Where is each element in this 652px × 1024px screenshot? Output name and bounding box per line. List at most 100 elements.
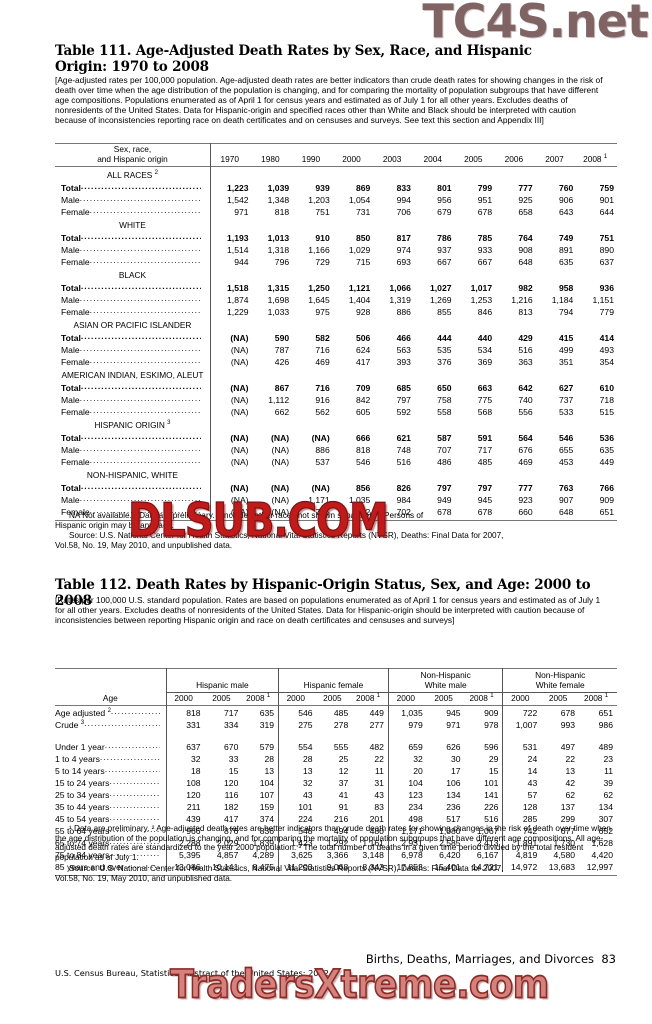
table-112-cell: 555 bbox=[333, 742, 349, 753]
table-112-col-header-2008: 2008 1 bbox=[469, 693, 494, 704]
table-112-cell: 285 bbox=[502, 812, 542, 825]
table-111-cell: 916 bbox=[315, 395, 330, 405]
table-111-group-spacer bbox=[209, 267, 252, 281]
table-112-cell: 531 bbox=[502, 740, 542, 753]
spacer bbox=[387, 730, 427, 741]
table-111-cell: 499 bbox=[558, 345, 574, 355]
table-111-cell: 1,514 bbox=[209, 243, 252, 255]
table-111-cell: 648 bbox=[518, 257, 533, 267]
table-111-footnotes: NA Not available. ¹ Data are preliminary… bbox=[55, 511, 617, 530]
table-111-cell: 535 bbox=[437, 345, 452, 355]
table-111-cell: 994 bbox=[396, 195, 411, 205]
table-111-cell: 635 bbox=[558, 257, 574, 267]
table-112-cell: 13 bbox=[264, 766, 275, 777]
table-112-cell: 9,068 bbox=[326, 862, 349, 873]
table-111-group-label: ASIAN OR PACIFIC ISLANDER bbox=[73, 320, 192, 330]
table-112-cell: 652 bbox=[598, 826, 613, 837]
table-111-group-spacer bbox=[495, 167, 536, 182]
table-112-cell: 275 bbox=[278, 718, 317, 731]
table-112-col-header-2005: 2005 bbox=[212, 693, 231, 704]
table-111-group-spacer bbox=[373, 417, 414, 431]
table-111-cell: (NA) bbox=[271, 507, 290, 517]
table-112-cell: 626 bbox=[446, 742, 461, 753]
table-112-cell: 11,203 bbox=[278, 860, 317, 873]
table-112-source-line2: Vol.58, No. 19, May 2010, and unpublishe… bbox=[55, 873, 233, 883]
table-112-row-label: Under 1 year............................… bbox=[55, 740, 160, 753]
table-112-cell: 134 bbox=[598, 802, 613, 813]
table-111-cell: (NA) bbox=[209, 493, 252, 505]
table-112-col-header-2005: 2005 bbox=[548, 693, 568, 704]
table-111-group-label: HISPANIC ORIGIN 3 bbox=[94, 420, 171, 430]
table-111-cell: 886 bbox=[315, 445, 330, 455]
table-112-group-header-row: Age Hispanic male Hispanic female Non-Hispa… bbox=[55, 668, 617, 702]
table-row: 65 to 74 years..........................… bbox=[55, 836, 617, 849]
table-111-cell: 546 bbox=[355, 457, 371, 467]
table-112-title: Table 112. Death Rates by Hispanic-Origi… bbox=[55, 577, 591, 609]
table-111-group-spacer bbox=[495, 267, 536, 281]
table-111-cell: 867 bbox=[274, 383, 290, 393]
table-111-cell: 786 bbox=[437, 233, 452, 243]
table-111-cell: 643 bbox=[558, 207, 574, 217]
table-111-cell: 718 bbox=[599, 395, 614, 405]
table-111-cell: 644 bbox=[599, 207, 614, 217]
table-112-cell: 41 bbox=[338, 790, 349, 801]
table-row: Total...................................… bbox=[55, 181, 617, 193]
table-112-cell: 979 bbox=[387, 718, 427, 731]
table-112-cell: 14,972 bbox=[502, 860, 542, 873]
table-111-cell: 910 bbox=[315, 233, 330, 243]
table-111-cell: 354 bbox=[599, 357, 614, 367]
table-112-cell: 108 bbox=[165, 776, 205, 789]
table-111-cell: 590 bbox=[274, 333, 290, 343]
table-111-cell: 850 bbox=[355, 233, 371, 243]
table-112-cell: 211 bbox=[165, 800, 205, 813]
table-112-cell: 13,086 bbox=[165, 860, 205, 873]
table-112-cell: 32 bbox=[165, 752, 205, 765]
table-111-cell: 376 bbox=[437, 357, 452, 367]
table-111-group-spacer bbox=[252, 417, 293, 431]
table-111-cell: 846 bbox=[477, 307, 493, 317]
table-111-row-label: Total...................................… bbox=[61, 381, 201, 393]
table-111-group-header: NON-HISPANIC, WHITE bbox=[55, 467, 617, 481]
table-112-cell: 32 bbox=[387, 752, 427, 765]
table-112-row-label: Crude 3.................................… bbox=[55, 718, 160, 731]
spacer bbox=[317, 730, 353, 740]
table-112-cell: 1,292 bbox=[326, 838, 349, 849]
table-111-cell: 1,171 bbox=[308, 495, 330, 505]
table-112-cell: 216 bbox=[333, 814, 349, 825]
table-112-cell: 62 bbox=[603, 790, 613, 801]
table-111-group-spacer bbox=[536, 367, 577, 381]
table-row: Age adjusted 2..........................… bbox=[55, 705, 617, 719]
table-111-cell: 751 bbox=[599, 233, 614, 243]
table-111-group-label: WHITE bbox=[119, 220, 146, 230]
table-111-cell: 702 bbox=[396, 507, 411, 517]
table-111-group-spacer bbox=[373, 317, 414, 331]
table-111-group-spacer bbox=[252, 267, 293, 281]
table-112-cell: 331 bbox=[165, 718, 205, 731]
table-112-cell: 554 bbox=[278, 740, 317, 753]
table-112-cell: 449 bbox=[369, 708, 384, 719]
table-111-cell: 558 bbox=[437, 407, 452, 417]
table-112-row-label: 45 to 54 years..........................… bbox=[55, 812, 161, 825]
table-111-cell: 901 bbox=[599, 195, 614, 205]
table-row: 45 to 54 years..........................… bbox=[55, 812, 617, 825]
table-row: Male....................................… bbox=[55, 493, 617, 505]
table-111-headnote: [Age-adjusted rates per 100,000 populati… bbox=[55, 75, 603, 125]
table-112-cell: 818 bbox=[165, 705, 205, 719]
table-111-cell: 1,054 bbox=[348, 195, 371, 205]
table-111-group-spacer bbox=[209, 367, 252, 381]
table-111-cell: 706 bbox=[396, 207, 411, 217]
table-111-cell: 949 bbox=[437, 495, 452, 505]
table-111-cell: 1,698 bbox=[267, 295, 290, 305]
table-row: Male....................................… bbox=[55, 243, 617, 255]
table-112-year-header-row: 2000 2005 2008 1 2000 2005 2008 1 2000 2005 2008… bbox=[55, 692, 617, 706]
table-111-cell: 1,404 bbox=[348, 295, 371, 305]
table-112-cell: 8,343 bbox=[362, 862, 384, 873]
spacer bbox=[55, 730, 166, 740]
table-112-cell: 722 bbox=[502, 705, 542, 719]
table-111-cell: 564 bbox=[518, 433, 533, 443]
table-111-cell: 801 bbox=[437, 183, 452, 193]
table-111-cell: 1,017 bbox=[470, 283, 493, 293]
table-111-cell: 826 bbox=[396, 483, 411, 493]
table-112-cell: 2,288 bbox=[165, 836, 205, 849]
table-111-group-spacer bbox=[455, 467, 496, 481]
